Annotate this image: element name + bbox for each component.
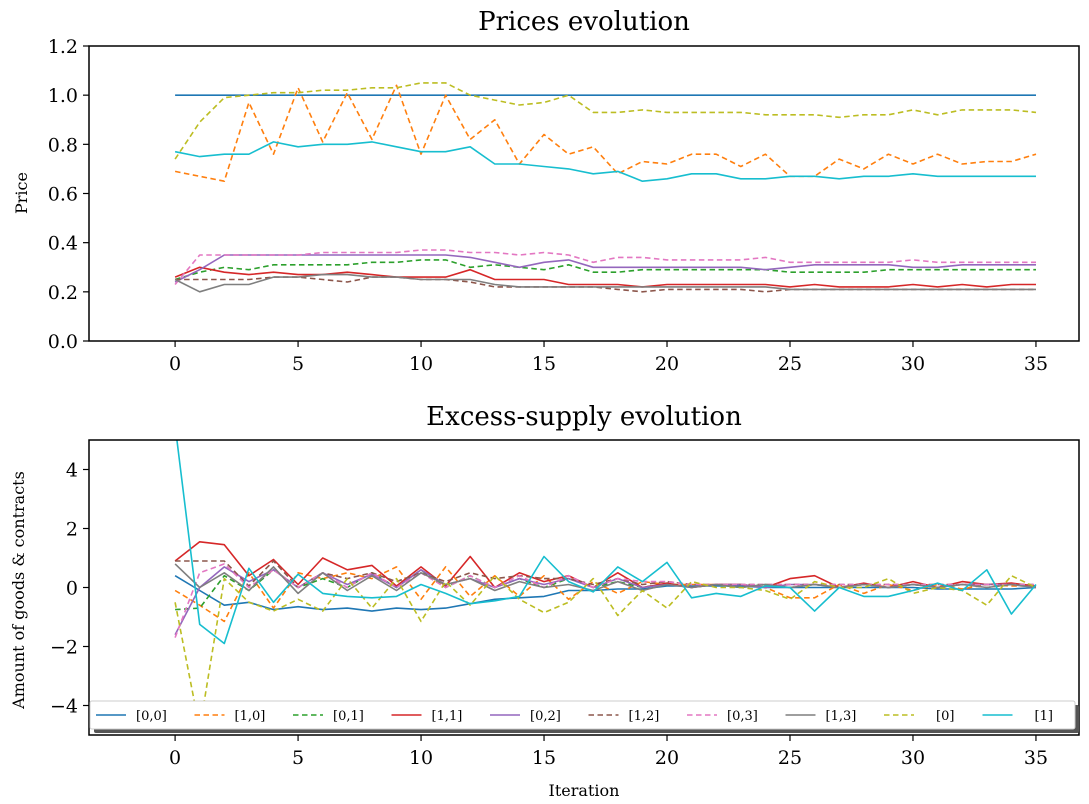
excess-supply-series-line-9 <box>176 440 1037 645</box>
excess-supply-ytick-label: 4 <box>66 460 78 482</box>
prices-xtick-label: 15 <box>532 353 556 375</box>
prices-series-line-7 <box>174 273 1036 293</box>
excess-supply-ytick-label: 0 <box>66 578 78 600</box>
prices-ytick-label: 0.4 <box>48 233 78 255</box>
prices-xtick-label: 35 <box>1024 353 1048 375</box>
excess-supply-axes-frame <box>88 439 1080 736</box>
legend: [0,0] [1,0] [0,1] [1,1] [0,2] [1,2] [0,3] [1,3]… <box>89 700 1079 733</box>
excess-supply-series-line-8 <box>174 574 1037 730</box>
prices-ytick-label: 1.0 <box>48 85 78 107</box>
excess-supply-series-line-7 <box>174 563 1037 595</box>
legend-frame <box>89 700 1076 730</box>
excess-supply-ytick-label: −4 <box>50 696 78 718</box>
prices-series-line-9 <box>174 141 1036 182</box>
excess-supply-xtick-label: 5 <box>292 747 304 769</box>
prices-ytick-label: 0.8 <box>48 134 78 156</box>
legend-label: [0,1] <box>333 709 364 724</box>
prices-ytick-label: 1.2 <box>48 36 78 58</box>
prices-xtick-label: 25 <box>778 353 802 375</box>
excess-supply-xlabel: Iteration <box>549 781 620 800</box>
prices-axes-ticks: 0 5 10 15 20 25 30 35 0.0 0.2 0.4 0.6 0.8 1.0 1.2 <box>48 36 1048 375</box>
legend-label: [0,3] <box>727 709 758 724</box>
prices-plot-area <box>174 82 1037 293</box>
excess-supply-panel: Excess-supply evolution Amount of goods … <box>9 402 1080 800</box>
excess-supply-ytick-label: 2 <box>66 519 78 541</box>
prices-ytick-label: 0.0 <box>48 331 78 353</box>
excess-supply-xtick-label: 35 <box>1024 747 1048 769</box>
prices-series-line-8 <box>174 82 1037 160</box>
prices-axes-frame <box>88 45 1080 342</box>
excess-supply-ytick-label: −2 <box>50 637 78 659</box>
legend-label: [1,3] <box>826 709 857 724</box>
prices-xtick-label: 30 <box>901 353 925 375</box>
legend-label: [0] <box>936 709 954 724</box>
legend-label: [1,0] <box>235 709 266 724</box>
excess-supply-ylabel: Amount of goods & contracts <box>9 471 28 710</box>
legend-label: [1] <box>1035 709 1053 724</box>
prices-xtick-label: 10 <box>409 353 433 375</box>
prices-series-line-4 <box>174 254 1036 283</box>
excess-supply-axes-ticks: 0 5 10 15 20 25 30 35 −4 −2 0 2 4 <box>50 460 1048 770</box>
prices-series-line-1 <box>174 84 1037 182</box>
excess-supply-title: Excess-supply evolution <box>426 402 742 432</box>
prices-ylabel: Price <box>12 172 31 214</box>
excess-supply-xtick-label: 30 <box>901 747 925 769</box>
prices-xtick-label: 5 <box>292 353 304 375</box>
excess-supply-xtick-label: 10 <box>409 747 433 769</box>
excess-supply-xtick-label: 15 <box>532 747 556 769</box>
excess-supply-series-line-2 <box>175 568 1037 611</box>
prices-series-line-2 <box>174 259 1036 281</box>
excess-supply-xtick-label: 20 <box>655 747 679 769</box>
excess-supply-plot-area <box>174 440 1037 730</box>
prices-series-line-6 <box>174 249 1036 286</box>
prices-xtick-label: 20 <box>655 353 679 375</box>
excess-supply-series-line-1 <box>174 566 1036 623</box>
legend-label: [0,2] <box>530 709 561 724</box>
prices-xtick-label: 0 <box>169 353 181 375</box>
prices-ytick-label: 0.2 <box>48 282 78 304</box>
prices-ytick-label: 0.6 <box>48 184 78 206</box>
legend-label: [1,2] <box>629 709 660 724</box>
prices-panel: Prices evolution Price 0 5 10 15 20 25 30 35 0.0… <box>12 7 1080 375</box>
excess-supply-xtick-label: 0 <box>169 747 181 769</box>
legend-label: [0,0] <box>136 709 167 724</box>
excess-supply-xtick-label: 25 <box>778 747 802 769</box>
prices-title: Prices evolution <box>478 7 690 37</box>
legend-label: [1,1] <box>432 709 463 724</box>
prices-series-line-5 <box>175 276 1036 293</box>
